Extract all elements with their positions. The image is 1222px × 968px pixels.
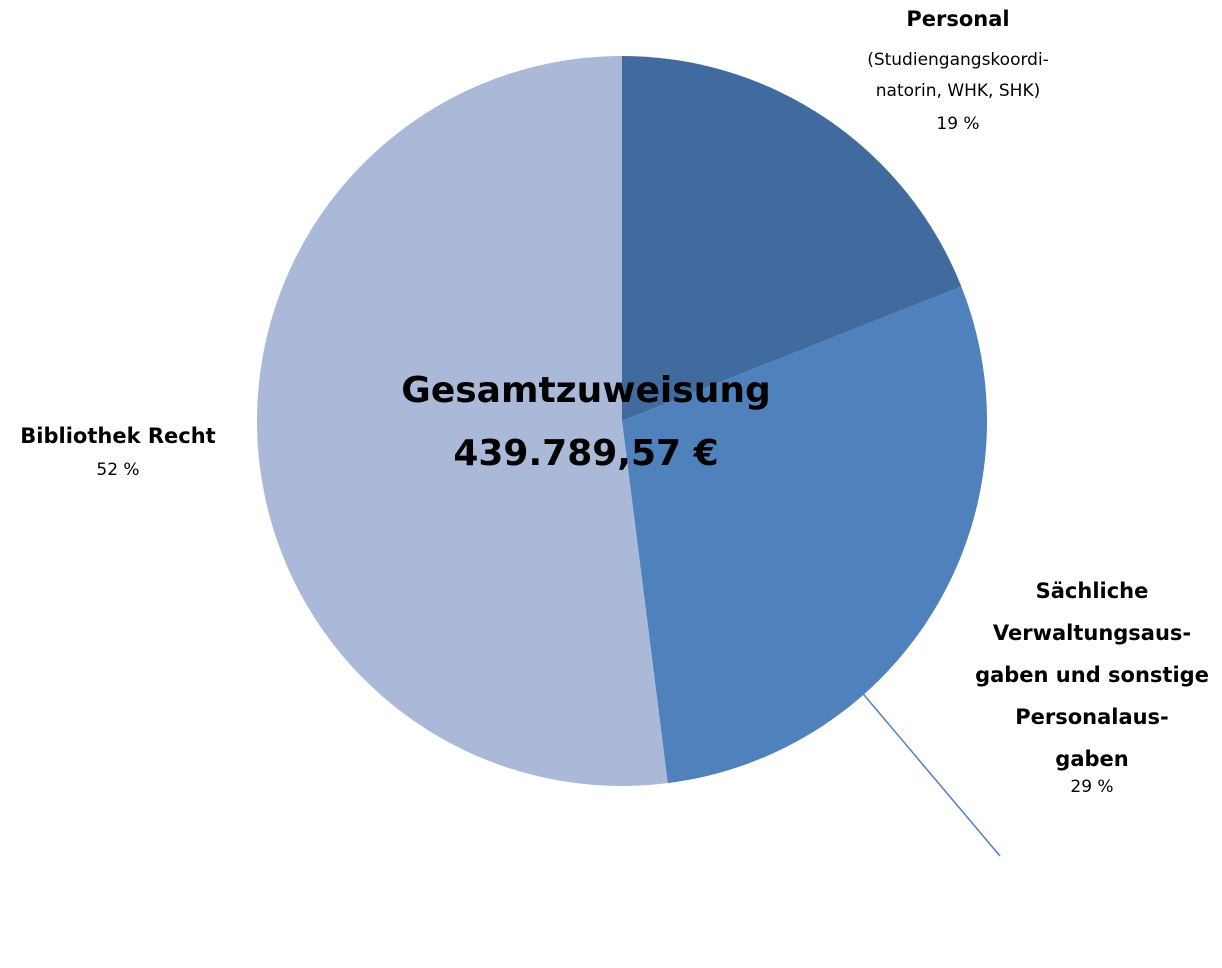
slice-label: Personalaus- (1015, 705, 1169, 729)
value-label: 29 % (1070, 777, 1113, 797)
slice-label: Bibliothek Recht (20, 424, 215, 448)
center-label: Gesamtzuweisung (401, 370, 770, 411)
slice-note: natorin, WHK, SHK) (876, 81, 1040, 101)
slice-label: gaben (1055, 747, 1128, 771)
pie-slice (257, 56, 668, 786)
slice-label: Verwaltungsaus- (993, 621, 1191, 645)
pie-slice (622, 286, 987, 784)
leader-line (739, 547, 1001, 857)
value-label: 52 % (96, 460, 139, 480)
pie-slice (622, 56, 962, 421)
slice-label: Personal (906, 7, 1009, 31)
center-label: 439.789,57 € (453, 433, 718, 474)
slice-label: Sächliche (1036, 579, 1149, 603)
value-label: 19 % (936, 114, 979, 134)
slice-label: gaben und sonstige (975, 663, 1209, 687)
slice-note: (Studiengangskoordi- (867, 50, 1049, 70)
